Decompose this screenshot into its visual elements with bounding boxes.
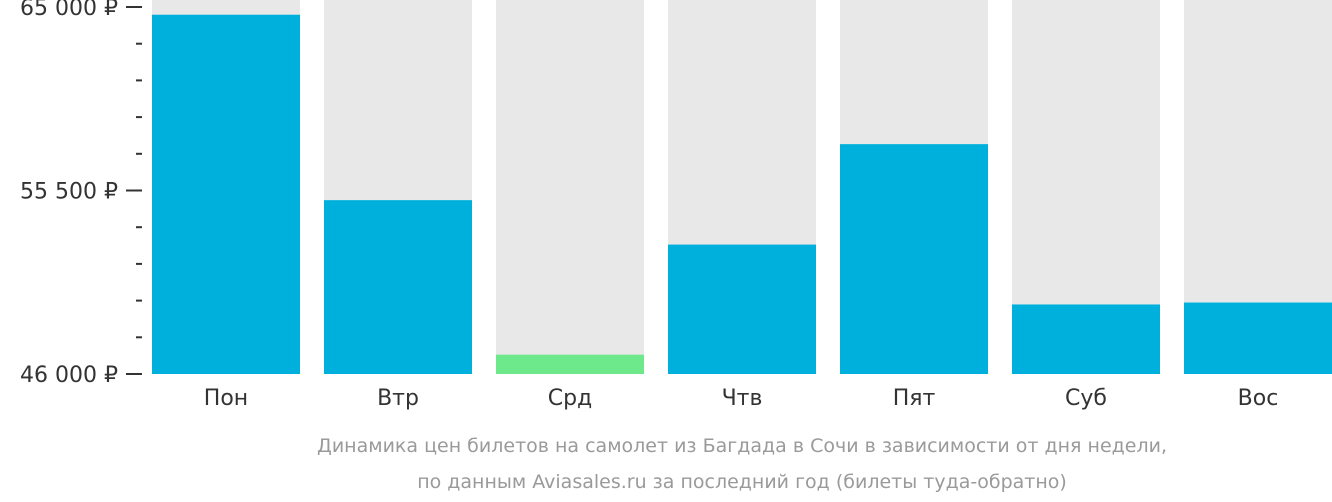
x-tick-label-5: Суб <box>1065 386 1107 411</box>
x-tick-label-1: Втр <box>377 386 419 411</box>
y-tick-label-2: 46 000 ₽ <box>20 363 118 388</box>
x-axis: Пон Втр Срд Чтв Пят Суб Вос <box>204 386 1279 411</box>
bar-5[interactable] <box>1012 304 1160 374</box>
y-axis: 65 000 ₽ 55 500 ₽ 46 000 ₽ <box>20 0 142 388</box>
caption-line-1: Динамика цен билетов на самолет из Багда… <box>317 435 1167 457</box>
bar-2[interactable] <box>496 354 644 374</box>
y-tick-label-0: 65 000 ₽ <box>20 0 118 21</box>
y-tick-label-1: 55 500 ₽ <box>20 180 118 205</box>
bar-0[interactable] <box>152 14 300 374</box>
bar-6[interactable] <box>1184 302 1332 374</box>
bar-background-2 <box>496 0 644 374</box>
x-tick-label-3: Чтв <box>722 386 763 411</box>
x-tick-label-6: Вос <box>1238 386 1279 411</box>
x-tick-label-4: Пят <box>893 386 936 411</box>
bar-4[interactable] <box>840 144 988 374</box>
x-tick-label-2: Срд <box>548 386 593 411</box>
x-tick-label-0: Пон <box>204 386 248 411</box>
bars <box>152 14 1332 374</box>
bar-3[interactable] <box>668 244 816 374</box>
bar-1[interactable] <box>324 200 472 374</box>
caption-line-2: по данным Aviasales.ru за последний год … <box>417 471 1067 493</box>
